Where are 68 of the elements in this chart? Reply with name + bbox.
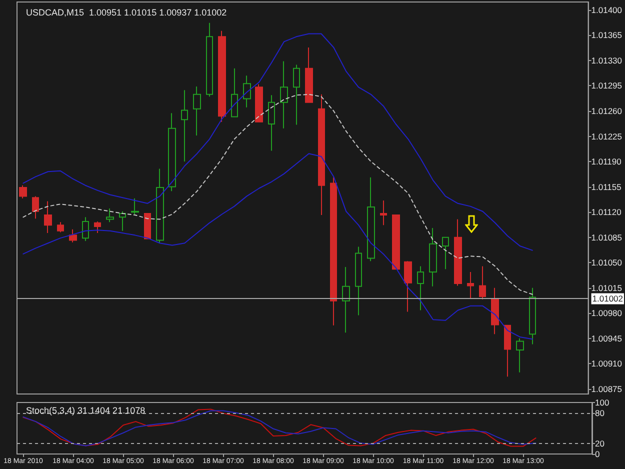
candlestick [529,287,536,345]
y-tick-label: 1.01085 [591,232,622,242]
y-tick-label: 1.01120 [591,207,622,218]
candlestick [429,227,437,287]
candlestick [305,46,313,103]
candlestick [330,176,337,326]
y-tick-label: 1.01155 [591,182,622,192]
y-tick-label: 1.01365 [591,30,622,40]
y-tick-label: 1.01260 [591,106,622,116]
candlestick [392,214,400,270]
candlestick [318,94,325,216]
candlestick [218,30,226,122]
candlestick [206,22,213,98]
y-tick-label: 1.01400 [591,4,622,15]
candlestick [380,200,387,226]
candlestick [82,216,89,242]
candlestick [94,220,101,234]
candlestick [342,266,350,334]
candlestick [119,210,126,232]
y-tick-label: 1.01190 [591,156,622,167]
candlestick [404,260,412,312]
candlestick [57,222,64,233]
candlestick [479,266,486,300]
ref-line-label: 1.01002 [592,294,624,304]
line-series [22,33,533,251]
candlestick [491,287,499,335]
candlestick [32,196,39,220]
candlestick [367,176,375,262]
y-tick-label: 80 [595,408,605,418]
candlestick [467,271,474,300]
y-tick-label: 1.01330 [591,55,622,66]
y-tick-label: 1.00945 [591,333,622,344]
candlestick [181,90,188,162]
candlestick [280,60,288,129]
candlestick [69,228,77,243]
line-series [22,153,533,340]
candlestick [268,94,275,152]
candlestick [19,184,27,199]
candlestick [131,198,139,215]
candlestick [144,213,151,240]
y-tick-label: 1.01015 [591,282,622,293]
candlestick [442,236,449,270]
y-tick-label: 1.01050 [591,258,622,268]
candlestick [106,208,114,223]
y-tick-label: 20 [595,438,605,449]
y-tick-label: 100 [595,398,610,408]
candlestick [504,324,511,378]
y-tick-label: 1.01295 [591,80,622,91]
text: USDCAD,M15 1.00951 1.01015 1.00937 1.01002 [26,8,227,18]
candlestick [454,218,462,286]
candlestick [231,68,238,118]
candlestick [417,266,424,311]
candlestick [516,338,524,373]
line-series [22,94,533,295]
y-tick-label: 1.00910 [591,358,622,369]
y-tick-label: 1.01225 [591,131,622,142]
candlestick [44,200,52,234]
candlestick [193,86,201,136]
y-tick-label: 0 [595,449,600,459]
chart-title: Stoch(5,3,4) 31.1404 21.1078 [26,406,146,416]
candlestick [168,112,176,192]
candlestick [255,84,263,122]
candlestick [355,246,362,316]
y-tick-label: 1.00875 [591,384,622,394]
candlestick [293,64,300,126]
candlestick [156,168,164,244]
candlestick [243,75,251,108]
y-tick-label: 1.00980 [591,308,622,318]
